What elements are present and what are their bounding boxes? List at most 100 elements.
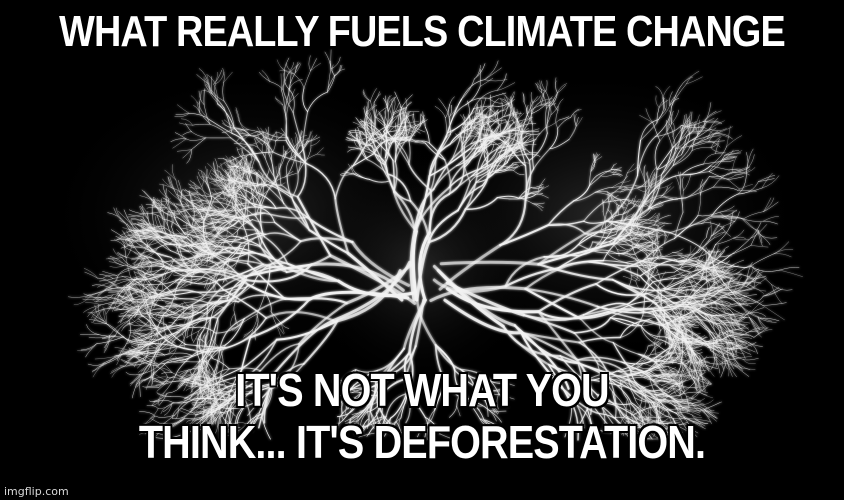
tree-branch bbox=[675, 143, 699, 149]
tree-branch bbox=[750, 222, 762, 239]
tree-branch bbox=[750, 224, 767, 239]
tree-branch bbox=[605, 201, 610, 214]
tree-branch bbox=[226, 229, 239, 239]
tree-branch bbox=[270, 311, 277, 326]
tree-branch bbox=[230, 421, 233, 432]
tree-branch bbox=[713, 278, 725, 290]
tree-branch bbox=[127, 213, 144, 218]
tree-branch bbox=[162, 300, 181, 307]
tree-branch bbox=[734, 326, 746, 331]
tree-branch bbox=[665, 329, 681, 338]
tree-branch bbox=[705, 110, 722, 121]
tree-branch bbox=[674, 211, 684, 239]
tree-branch bbox=[272, 151, 307, 165]
tree-branch bbox=[230, 375, 247, 405]
tree-branch bbox=[692, 398, 705, 404]
tree-branch bbox=[150, 363, 152, 377]
tree-branch bbox=[332, 64, 335, 77]
tree-branch bbox=[193, 409, 206, 413]
tree-branch bbox=[699, 375, 712, 385]
tree-branch bbox=[209, 251, 215, 259]
tree-branch bbox=[669, 264, 689, 272]
tree-branch bbox=[626, 431, 639, 434]
tree-branch bbox=[222, 68, 225, 83]
tree-branch bbox=[656, 221, 672, 225]
tree-branch bbox=[626, 303, 656, 316]
tree-branch bbox=[175, 373, 186, 379]
tree-branch bbox=[699, 408, 710, 418]
tree-branch bbox=[705, 408, 718, 419]
tree-branch bbox=[82, 297, 101, 300]
tree-branch bbox=[334, 197, 350, 255]
tree-branch bbox=[133, 262, 149, 268]
tree-branch bbox=[697, 260, 715, 265]
tree-branch bbox=[711, 342, 732, 349]
tree-branch bbox=[175, 262, 188, 265]
tree-branch bbox=[213, 243, 222, 252]
tree-branch bbox=[730, 314, 745, 319]
tree-branch bbox=[733, 319, 743, 332]
tree-branch bbox=[127, 352, 143, 362]
tree-branch bbox=[117, 267, 138, 277]
tree-branch bbox=[694, 259, 703, 272]
tree-branch bbox=[660, 271, 666, 282]
tree-branch bbox=[735, 273, 754, 278]
tree-branch bbox=[201, 398, 216, 405]
tree-branch bbox=[205, 205, 213, 209]
tree-branch bbox=[727, 343, 729, 359]
tree-branch bbox=[537, 282, 597, 313]
tree-branch bbox=[639, 384, 655, 389]
tree-branch bbox=[271, 343, 300, 387]
tree-branch bbox=[180, 243, 217, 248]
tree-branch bbox=[225, 432, 236, 438]
tree-branch bbox=[724, 150, 739, 156]
tree-branch bbox=[196, 193, 203, 209]
tree-branch bbox=[150, 198, 167, 202]
tree-branch bbox=[206, 423, 209, 435]
tree-branch bbox=[667, 410, 677, 429]
tree-branch bbox=[722, 156, 736, 160]
tree-branch bbox=[677, 254, 690, 256]
tree-branch bbox=[661, 195, 678, 199]
tree-branch bbox=[227, 371, 276, 401]
tree-branch bbox=[718, 286, 747, 292]
tree-branch bbox=[213, 83, 218, 105]
tree-branch bbox=[682, 337, 695, 342]
tree-branch bbox=[156, 314, 164, 334]
tree-branch bbox=[176, 190, 182, 205]
tree-branch bbox=[211, 218, 220, 224]
tree-branch bbox=[254, 205, 276, 223]
tree-branch bbox=[281, 128, 289, 139]
tree-branch bbox=[87, 362, 104, 366]
tree-branch bbox=[635, 219, 649, 226]
tree-branch bbox=[150, 314, 167, 326]
tree-branch bbox=[750, 285, 767, 292]
tree-branch bbox=[657, 182, 673, 189]
tree-branch bbox=[123, 244, 127, 258]
tree-branch bbox=[658, 99, 669, 108]
tree-branch bbox=[678, 276, 701, 279]
tree-branch bbox=[153, 381, 169, 383]
tree-branch bbox=[330, 61, 336, 76]
tree-branch bbox=[187, 190, 199, 193]
tree-branch bbox=[188, 236, 203, 248]
tree-branch bbox=[750, 265, 772, 285]
tree-branch bbox=[192, 279, 247, 293]
tree-branch bbox=[207, 423, 210, 439]
tree-branch bbox=[688, 351, 692, 366]
tree-branch bbox=[210, 226, 222, 228]
tree-branch bbox=[171, 164, 177, 181]
tree-branch bbox=[730, 286, 755, 296]
tree-branch bbox=[727, 259, 744, 268]
tree-branch bbox=[149, 246, 172, 258]
tree-branch bbox=[718, 296, 741, 299]
tree-branch bbox=[677, 384, 682, 394]
tree-branch bbox=[706, 227, 710, 238]
tree-branch bbox=[202, 371, 209, 390]
tree-branch bbox=[128, 352, 141, 356]
tree-branch bbox=[283, 151, 288, 159]
tree-branch bbox=[179, 369, 189, 376]
tree-branch bbox=[155, 308, 164, 318]
tree-branch bbox=[672, 146, 691, 167]
tree-branch bbox=[185, 137, 207, 141]
